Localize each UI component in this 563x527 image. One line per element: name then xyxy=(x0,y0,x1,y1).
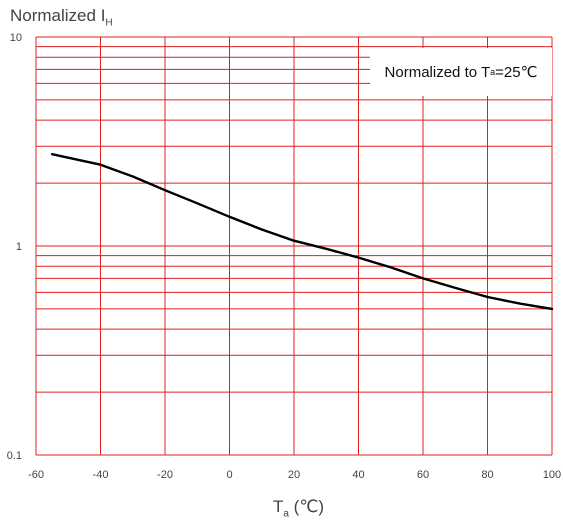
x-tick-label: 40 xyxy=(352,469,364,481)
data-line xyxy=(50,152,554,311)
tick-labels: -60 -40 -20 0 20 40 60 80 100 0.1 1 10 xyxy=(7,32,561,481)
x-tick-label: -20 xyxy=(157,469,173,481)
series-line xyxy=(50,152,554,311)
y-tick-label: 10 xyxy=(10,32,22,44)
x-tick-label: 100 xyxy=(543,469,561,481)
grid xyxy=(35,36,553,456)
x-axis-label: Ta (℃) xyxy=(273,497,325,520)
x-tick-label: -40 xyxy=(93,469,109,481)
x-tick-label: 60 xyxy=(417,469,429,481)
x-tick-label: 20 xyxy=(288,469,300,481)
y-tick-label: 0.1 xyxy=(7,450,22,462)
y-tick-label: 1 xyxy=(16,241,22,253)
y-axis-label: Normalized IH xyxy=(10,6,113,29)
x-tick-label: -60 xyxy=(28,469,44,481)
x-tick-label: 0 xyxy=(226,469,232,481)
x-tick-label: 80 xyxy=(481,469,493,481)
